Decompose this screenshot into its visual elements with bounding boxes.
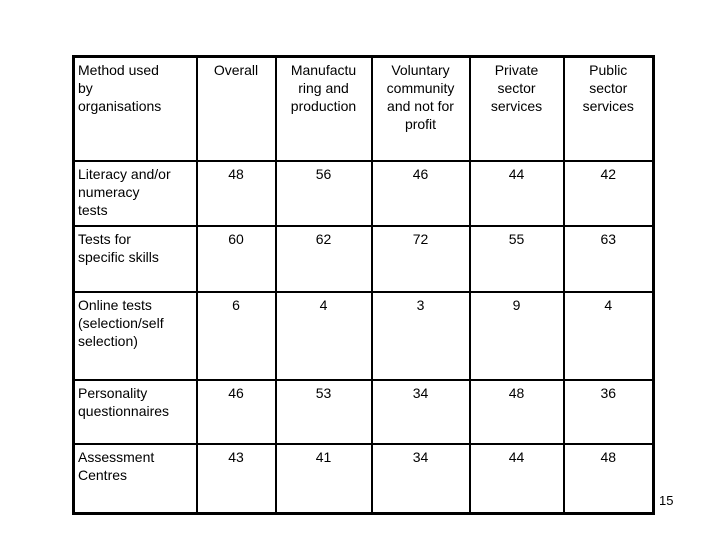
value-cell: 9 [468, 290, 565, 381]
value-cell: 4 [562, 290, 655, 381]
header-cell-private: Private sector services [468, 55, 565, 162]
methods-table: Method used by organisations Overall Man… [72, 55, 655, 515]
value-cell: 34 [370, 442, 471, 515]
value-cell: 56 [274, 159, 373, 227]
value-cell: 46 [195, 378, 277, 445]
value-cell: 53 [274, 378, 373, 445]
value-cell: 44 [468, 159, 565, 227]
value-cell: 34 [370, 378, 471, 445]
value-cell: 55 [468, 224, 565, 293]
value-cell: 43 [195, 442, 277, 515]
value-cell: 4 [274, 290, 373, 381]
value-cell: 48 [562, 442, 655, 515]
value-cell: 44 [468, 442, 565, 515]
value-cell: 42 [562, 159, 655, 227]
value-cell: 72 [370, 224, 471, 293]
table-row-literacy: Literacy and/or numeracy tests 48 56 46 … [72, 159, 655, 227]
value-cell: 63 [562, 224, 655, 293]
table-row-specific-skills: Tests for specific skills 60 62 72 55 63 [72, 224, 655, 293]
value-cell: 48 [195, 159, 277, 227]
table-row-assessment-centres: Assessment Centres 43 41 34 44 48 [72, 442, 655, 515]
value-cell: 3 [370, 290, 471, 381]
header-cell-voluntary: Voluntary community and not for profit [370, 55, 471, 162]
table-header-row: Method used by organisations Overall Man… [72, 55, 655, 162]
row-label-cell: Personality questionnaires [72, 378, 198, 445]
methods-data-table: Method used by organisations Overall Man… [72, 55, 655, 515]
value-cell: 48 [468, 378, 565, 445]
header-cell-method-used: Method used by organisations [72, 55, 198, 162]
row-label-cell: Online tests (selection/self selection) [72, 290, 198, 381]
header-cell-overall: Overall [195, 55, 277, 162]
value-cell: 36 [562, 378, 655, 445]
value-cell: 62 [274, 224, 373, 293]
row-label-cell: Literacy and/or numeracy tests [72, 159, 198, 227]
row-label-cell: Assessment Centres [72, 442, 198, 515]
value-cell: 6 [195, 290, 277, 381]
value-cell: 41 [274, 442, 373, 515]
header-cell-manufacturing: Manufactu ring and production [274, 55, 373, 162]
header-cell-public: Public sector services [562, 55, 655, 162]
table-row-online-tests: Online tests (selection/self selection) … [72, 290, 655, 381]
value-cell: 46 [370, 159, 471, 227]
row-label-cell: Tests for specific skills [72, 224, 198, 293]
slide-page-number: 15 [659, 493, 674, 508]
value-cell: 60 [195, 224, 277, 293]
table-row-personality: Personality questionnaires 46 53 34 48 3… [72, 378, 655, 445]
